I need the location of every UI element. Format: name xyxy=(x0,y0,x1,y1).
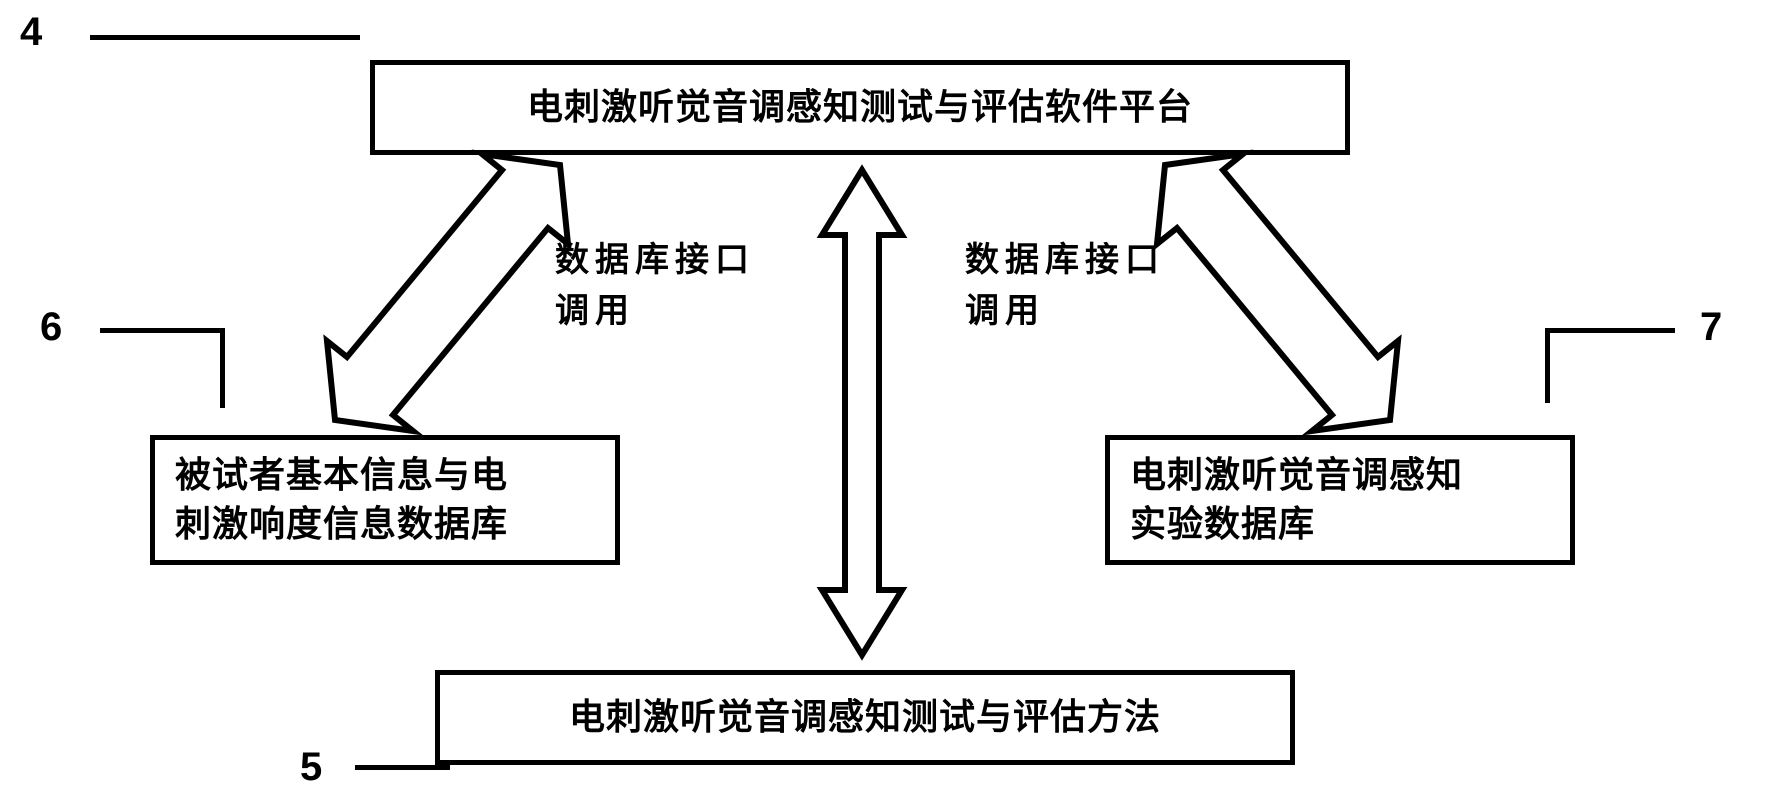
leader-6h xyxy=(100,328,225,333)
arrow-label-right-line1: 数据库接口 xyxy=(965,241,1165,279)
arrow-right xyxy=(1157,154,1398,431)
box-top: 电刺激听觉音调感知测试与评估软件平台 xyxy=(370,60,1350,155)
diagram-canvas: 4 6 7 5 电刺激听觉音调感知测试与评估软件平台 被试者基本信息与电 刺激响… xyxy=(0,0,1765,810)
arrow-label-left-line2: 调用 xyxy=(555,292,635,330)
box-left-line1: 被试者基本信息与电 xyxy=(175,454,508,495)
box-top-text: 电刺激听觉音调感知测试与评估软件平台 xyxy=(527,83,1193,132)
leader-4 xyxy=(90,35,360,40)
box-left-line2: 刺激响度信息数据库 xyxy=(175,503,508,544)
leader-7h xyxy=(1545,328,1675,333)
leader-5h xyxy=(355,765,450,770)
box-bottom-text: 电刺激听觉音调感知测试与评估方法 xyxy=(569,693,1161,742)
leader-7v xyxy=(1545,328,1550,403)
arrow-label-left-line1: 数据库接口 xyxy=(555,241,755,279)
box-right-line2: 实验数据库 xyxy=(1130,503,1315,544)
label-5: 5 xyxy=(300,745,322,790)
arrow-label-right: 数据库接口 调用 xyxy=(965,235,1165,337)
arrow-center xyxy=(822,170,902,655)
box-right-line1: 电刺激听觉音调感知 xyxy=(1130,454,1463,495)
box-left: 被试者基本信息与电 刺激响度信息数据库 xyxy=(150,435,620,565)
box-right: 电刺激听觉音调感知 实验数据库 xyxy=(1105,435,1575,565)
box-right-text: 电刺激听觉音调感知 实验数据库 xyxy=(1130,451,1463,548)
label-6: 6 xyxy=(40,305,62,350)
arrow-label-left: 数据库接口 调用 xyxy=(555,235,755,337)
arrow-left xyxy=(327,154,568,431)
box-bottom: 电刺激听觉音调感知测试与评估方法 xyxy=(435,670,1295,765)
arrow-label-right-line2: 调用 xyxy=(965,292,1045,330)
label-7: 7 xyxy=(1700,305,1722,350)
leader-6v xyxy=(220,328,225,408)
label-4: 4 xyxy=(20,10,42,55)
box-left-text: 被试者基本信息与电 刺激响度信息数据库 xyxy=(175,451,508,548)
